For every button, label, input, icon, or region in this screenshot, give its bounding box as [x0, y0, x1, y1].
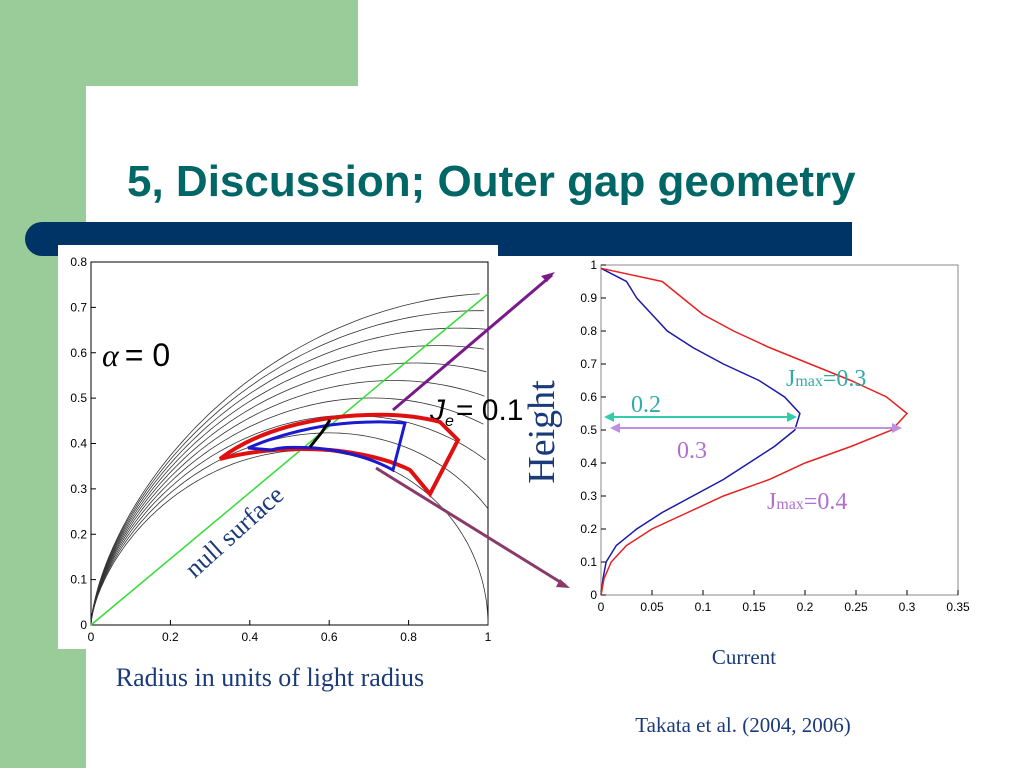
text-part: J [786, 366, 795, 392]
gap-outline [218, 412, 461, 498]
text-part: 0.2 [631, 392, 661, 418]
gap-red [218, 412, 461, 498]
arrow-head [541, 272, 555, 282]
je-label: Je= 0.1 [429, 394, 523, 430]
x-tick-label: 0.6 [321, 630, 338, 644]
x-tick-label: 0.2 [797, 600, 814, 614]
connectors [375, 272, 902, 588]
y-tick-label: 0.7 [580, 357, 597, 371]
x-tick-label: 0.35 [946, 600, 970, 614]
y-tick-label: 0.3 [580, 489, 597, 503]
y-axis-label: Height [521, 380, 563, 484]
field-line [90, 293, 480, 625]
x-tick-label: 0.1 [695, 600, 712, 614]
y-tick-label: 0.2 [580, 522, 597, 536]
right-chart: 0 0.05 0.1 0.15 0.2 0.25 0.3 0.35 0 0.1 0.2 0.3 0.4 0… [580, 258, 970, 614]
y-tick-label: 0.8 [70, 255, 87, 269]
x-tick-label: 0.4 [241, 630, 258, 644]
y-tick-label: 0.6 [580, 390, 597, 404]
x-tick-label: 0 [598, 600, 605, 614]
y-tick-label: 0 [590, 588, 597, 602]
x-axis-label: Current [712, 645, 776, 669]
citation: Takata et al. (2004, 2006) [635, 713, 850, 737]
y-tick-label: 0.4 [580, 456, 597, 470]
x-tick-label: 0.15 [742, 600, 766, 614]
annotation: Jmax=0.3 [786, 366, 866, 392]
connector [392, 273, 553, 412]
y-tick-label: 0.2 [70, 527, 87, 541]
text-part: 0.3 [677, 438, 707, 464]
x-tick-label: 0 [88, 630, 95, 644]
y-tick-label: 1 [590, 258, 597, 272]
annotation: 0.3 [677, 438, 707, 464]
series-line [90, 293, 489, 626]
x-tick-label: 0.25 [844, 600, 868, 614]
text-part: e [445, 413, 454, 430]
gap-black [308, 419, 332, 448]
x-tick-label: 0.2 [162, 630, 179, 644]
x-tick-label: 0.05 [640, 600, 664, 614]
y-tick-label: 0.1 [580, 555, 597, 569]
slide-title: 5, Discussion; Outer gap geometry [127, 157, 856, 206]
gap-blue [247, 420, 407, 473]
y-tick-label: 0.5 [70, 391, 87, 405]
x-caption: Radius in units of light radius [116, 663, 424, 692]
text-part: = 0.1 [456, 394, 524, 427]
text-part: α [102, 337, 120, 373]
y-tick-label: 0.3 [70, 482, 87, 496]
y-tick-label: 0.8 [580, 324, 597, 338]
x-tick-label: 0.8 [400, 630, 417, 644]
x-tick-label: 1 [485, 630, 492, 644]
y-tick-label: 0.5 [580, 423, 597, 437]
annotation: 0.2 [631, 392, 661, 418]
y-tick-label: 0.4 [70, 437, 87, 451]
y-tick-label: 0.9 [580, 291, 597, 305]
top-band [0, 0, 358, 86]
text-part: =0.4 [804, 489, 848, 515]
alpha-label: α = 0 [102, 337, 170, 373]
text-part: = 0 [125, 337, 170, 373]
y-tick-label: 0.6 [70, 346, 87, 360]
text-part: J [767, 489, 776, 515]
text-part: max [776, 496, 804, 513]
x-tick-label: 0.3 [899, 600, 916, 614]
y-tick-label: 0 [80, 618, 87, 632]
y-tick-label: 0.1 [70, 573, 87, 587]
arrow-head [556, 579, 570, 588]
connector [375, 466, 566, 587]
annotation: Jmax=0.4 [767, 489, 847, 515]
y-tick-label: 0.7 [70, 300, 87, 314]
series-line [600, 267, 909, 596]
text-part: max [795, 373, 823, 390]
series-line [600, 267, 801, 596]
text-part: =0.3 [823, 366, 867, 392]
